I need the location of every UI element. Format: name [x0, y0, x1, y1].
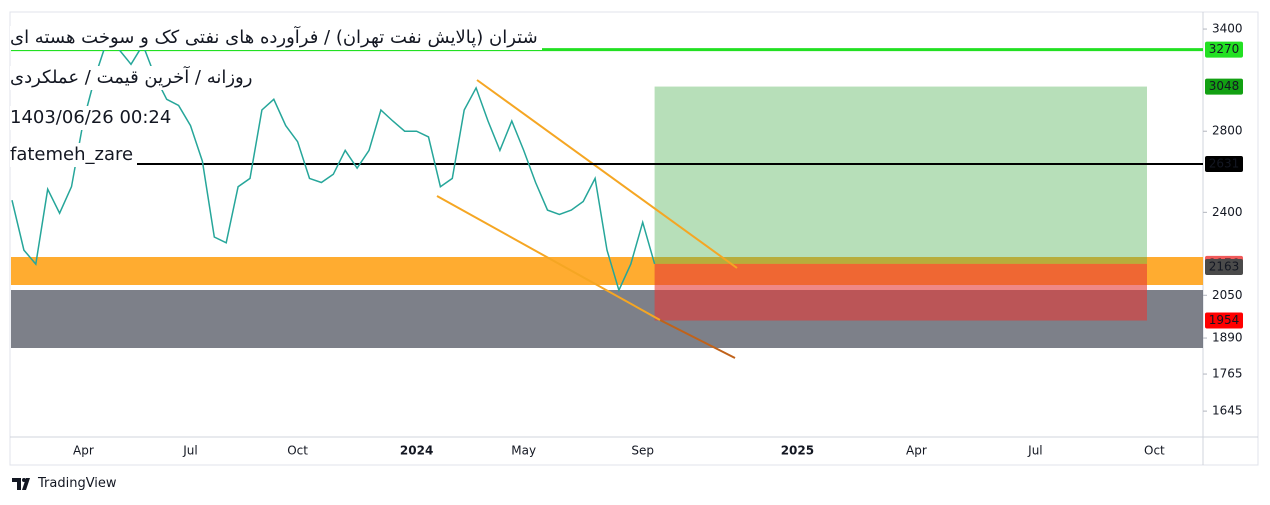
- frame: [9, 11, 1259, 466]
- chart-subtitle: روزانه / آخرین قیمت / عملکردی: [10, 66, 257, 90]
- target-zone: [654, 86, 1147, 264]
- y-tick-label: 1890: [1212, 331, 1243, 345]
- drawings: [654, 86, 1147, 321]
- logo: [12, 477, 30, 490]
- price-label: 2163: [1209, 260, 1240, 274]
- y-tick-label: 2800: [1212, 124, 1243, 138]
- timestamp: 1403/06/26 00:24: [10, 106, 176, 130]
- x-tick-label: Oct: [287, 444, 308, 458]
- footer: TradingView: [12, 476, 117, 491]
- x-tick-label: 2025: [781, 444, 814, 458]
- trend-line: [659, 319, 736, 359]
- price-label: 1954: [1209, 313, 1240, 327]
- y-tick-label: 1645: [1212, 404, 1243, 418]
- price-label-box: [1205, 78, 1243, 95]
- price-label-box: [1205, 155, 1243, 172]
- author: fatemeh_zare: [10, 143, 138, 167]
- y-tick-label: 2050: [1212, 288, 1243, 302]
- x-tick-label: May: [511, 444, 536, 458]
- x-tick-label: Apr: [906, 444, 927, 458]
- y-tick-label: 2400: [1212, 205, 1243, 219]
- y-tick-label: 3400: [1212, 22, 1243, 36]
- price-label: 3048: [1209, 79, 1240, 93]
- price-label-box: [1205, 259, 1243, 276]
- trend-line: [436, 195, 661, 321]
- price-label: 3270: [1209, 42, 1240, 56]
- x-tick-label: Jul: [182, 444, 197, 458]
- x-tick-label: Sep: [631, 444, 654, 458]
- y-tick-label: 1765: [1212, 367, 1243, 381]
- stop-zone: [654, 263, 1147, 321]
- price-label: 2631: [1209, 156, 1240, 170]
- trend-line: [476, 79, 738, 269]
- x-tick-label: Jul: [1027, 444, 1042, 458]
- price-label-box: [1205, 41, 1243, 58]
- chart-title: شتران (پالایش نفت تهران) / فرآورده های ن…: [10, 26, 542, 50]
- brand: TradingView: [38, 476, 117, 491]
- x-tick-label: Apr: [73, 444, 94, 458]
- x-tick-label: 2024: [400, 444, 433, 458]
- price-label-box: [1205, 312, 1243, 329]
- x-tick-label: Oct: [1144, 444, 1165, 458]
